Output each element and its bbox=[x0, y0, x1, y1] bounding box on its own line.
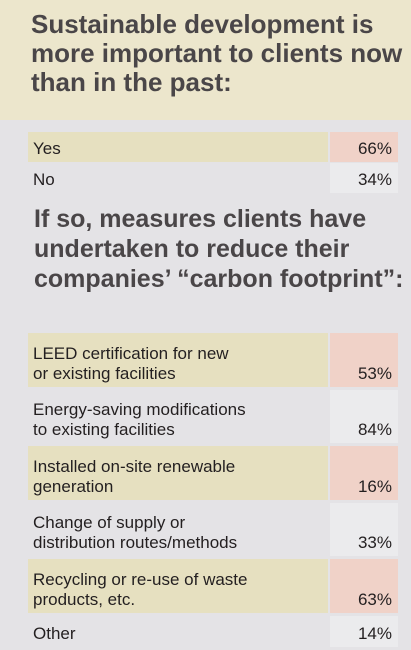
table-measures-row-value: 33% bbox=[330, 503, 398, 556]
table-measures-row: Other 14% bbox=[28, 616, 398, 647]
chart-header: Sustainable development is more importan… bbox=[0, 0, 411, 120]
chart-title: Sustainable development is more importan… bbox=[31, 9, 403, 97]
table-main-row-value: 66% bbox=[330, 132, 398, 162]
chart-subtitle: If so, measures clients have undertaken … bbox=[34, 205, 404, 293]
table-measures-row-value: 14% bbox=[330, 616, 398, 647]
table-main-row: Yes 66% bbox=[28, 132, 398, 162]
table-measures-row-value: 16% bbox=[330, 446, 398, 500]
table-measures-row-label: LEED certification for new or existing f… bbox=[28, 333, 328, 387]
table-measures-row: Recycling or re-use of waste products, e… bbox=[28, 559, 398, 613]
table-measures-row: Installed on-site renewable generation 16… bbox=[28, 446, 398, 500]
table-main-row-label: No bbox=[33, 170, 55, 189]
chart-subheader: If so, measures clients have undertaken … bbox=[0, 196, 411, 330]
table-measures-row: LEED certification for new or existing f… bbox=[28, 333, 398, 387]
table-measures-row-value: 84% bbox=[330, 390, 398, 443]
table-measures-row-label: Other bbox=[33, 624, 76, 643]
table-measures-row: Energy-saving modifications to existing … bbox=[28, 390, 398, 443]
table-measures-row-value: 53% bbox=[330, 333, 398, 387]
table-measures-row: Change of supply or distribution routes/… bbox=[28, 503, 398, 556]
table-measures-row-value: 63% bbox=[330, 559, 398, 613]
table-measures-row-label: Recycling or re-use of waste products, e… bbox=[28, 559, 328, 613]
table-main-row-label: Yes bbox=[28, 132, 328, 162]
table-measures-row-label: Energy-saving modifications to existing … bbox=[33, 400, 246, 439]
table-main-row: No 34% bbox=[28, 163, 398, 193]
table-measures-row-label: Change of supply or distribution routes/… bbox=[33, 513, 238, 552]
table-main-row-value: 34% bbox=[330, 163, 398, 193]
table-measures-row-label: Installed on-site renewable generation bbox=[28, 446, 328, 500]
